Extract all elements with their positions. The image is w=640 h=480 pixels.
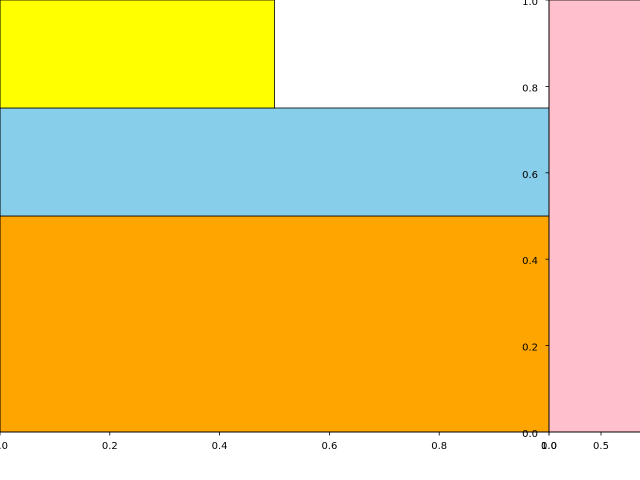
main-x-tick-label: 0.2: [102, 441, 118, 452]
main-region-2: [0, 0, 275, 109]
main-x-tick-label: 0.6: [321, 441, 337, 452]
main-x-tick-label: 0.8: [431, 441, 447, 452]
main-x-tick-label: 0.4: [212, 441, 228, 452]
side-y-tick-label: 0.8: [522, 83, 538, 94]
side-panel: 0.00.51.00.00.20.40.60.81.0: [522, 0, 640, 452]
side-y-tick-label: 0.2: [522, 343, 538, 354]
side-x-tick-label: 0.0: [541, 441, 557, 452]
side-y-tick-label: 0.0: [522, 429, 538, 440]
side-y-tick-label: 1.0: [522, 0, 538, 8]
side-x-tick-label: 0.5: [593, 441, 609, 452]
main-x-tick-label: 0.0: [0, 441, 8, 452]
side-y-tick-label: 0.4: [522, 256, 538, 267]
side-y-tick-label: 0.6: [522, 170, 538, 181]
side-region-0: [548, 0, 640, 433]
main-x-tick-label: 1.0: [541, 441, 557, 452]
main-region-1: [0, 107, 550, 217]
main-panel: 0.0 0.2 0.4 0.6 0.8 1.0: [0, 0, 557, 452]
main-region-0: [0, 215, 550, 433]
